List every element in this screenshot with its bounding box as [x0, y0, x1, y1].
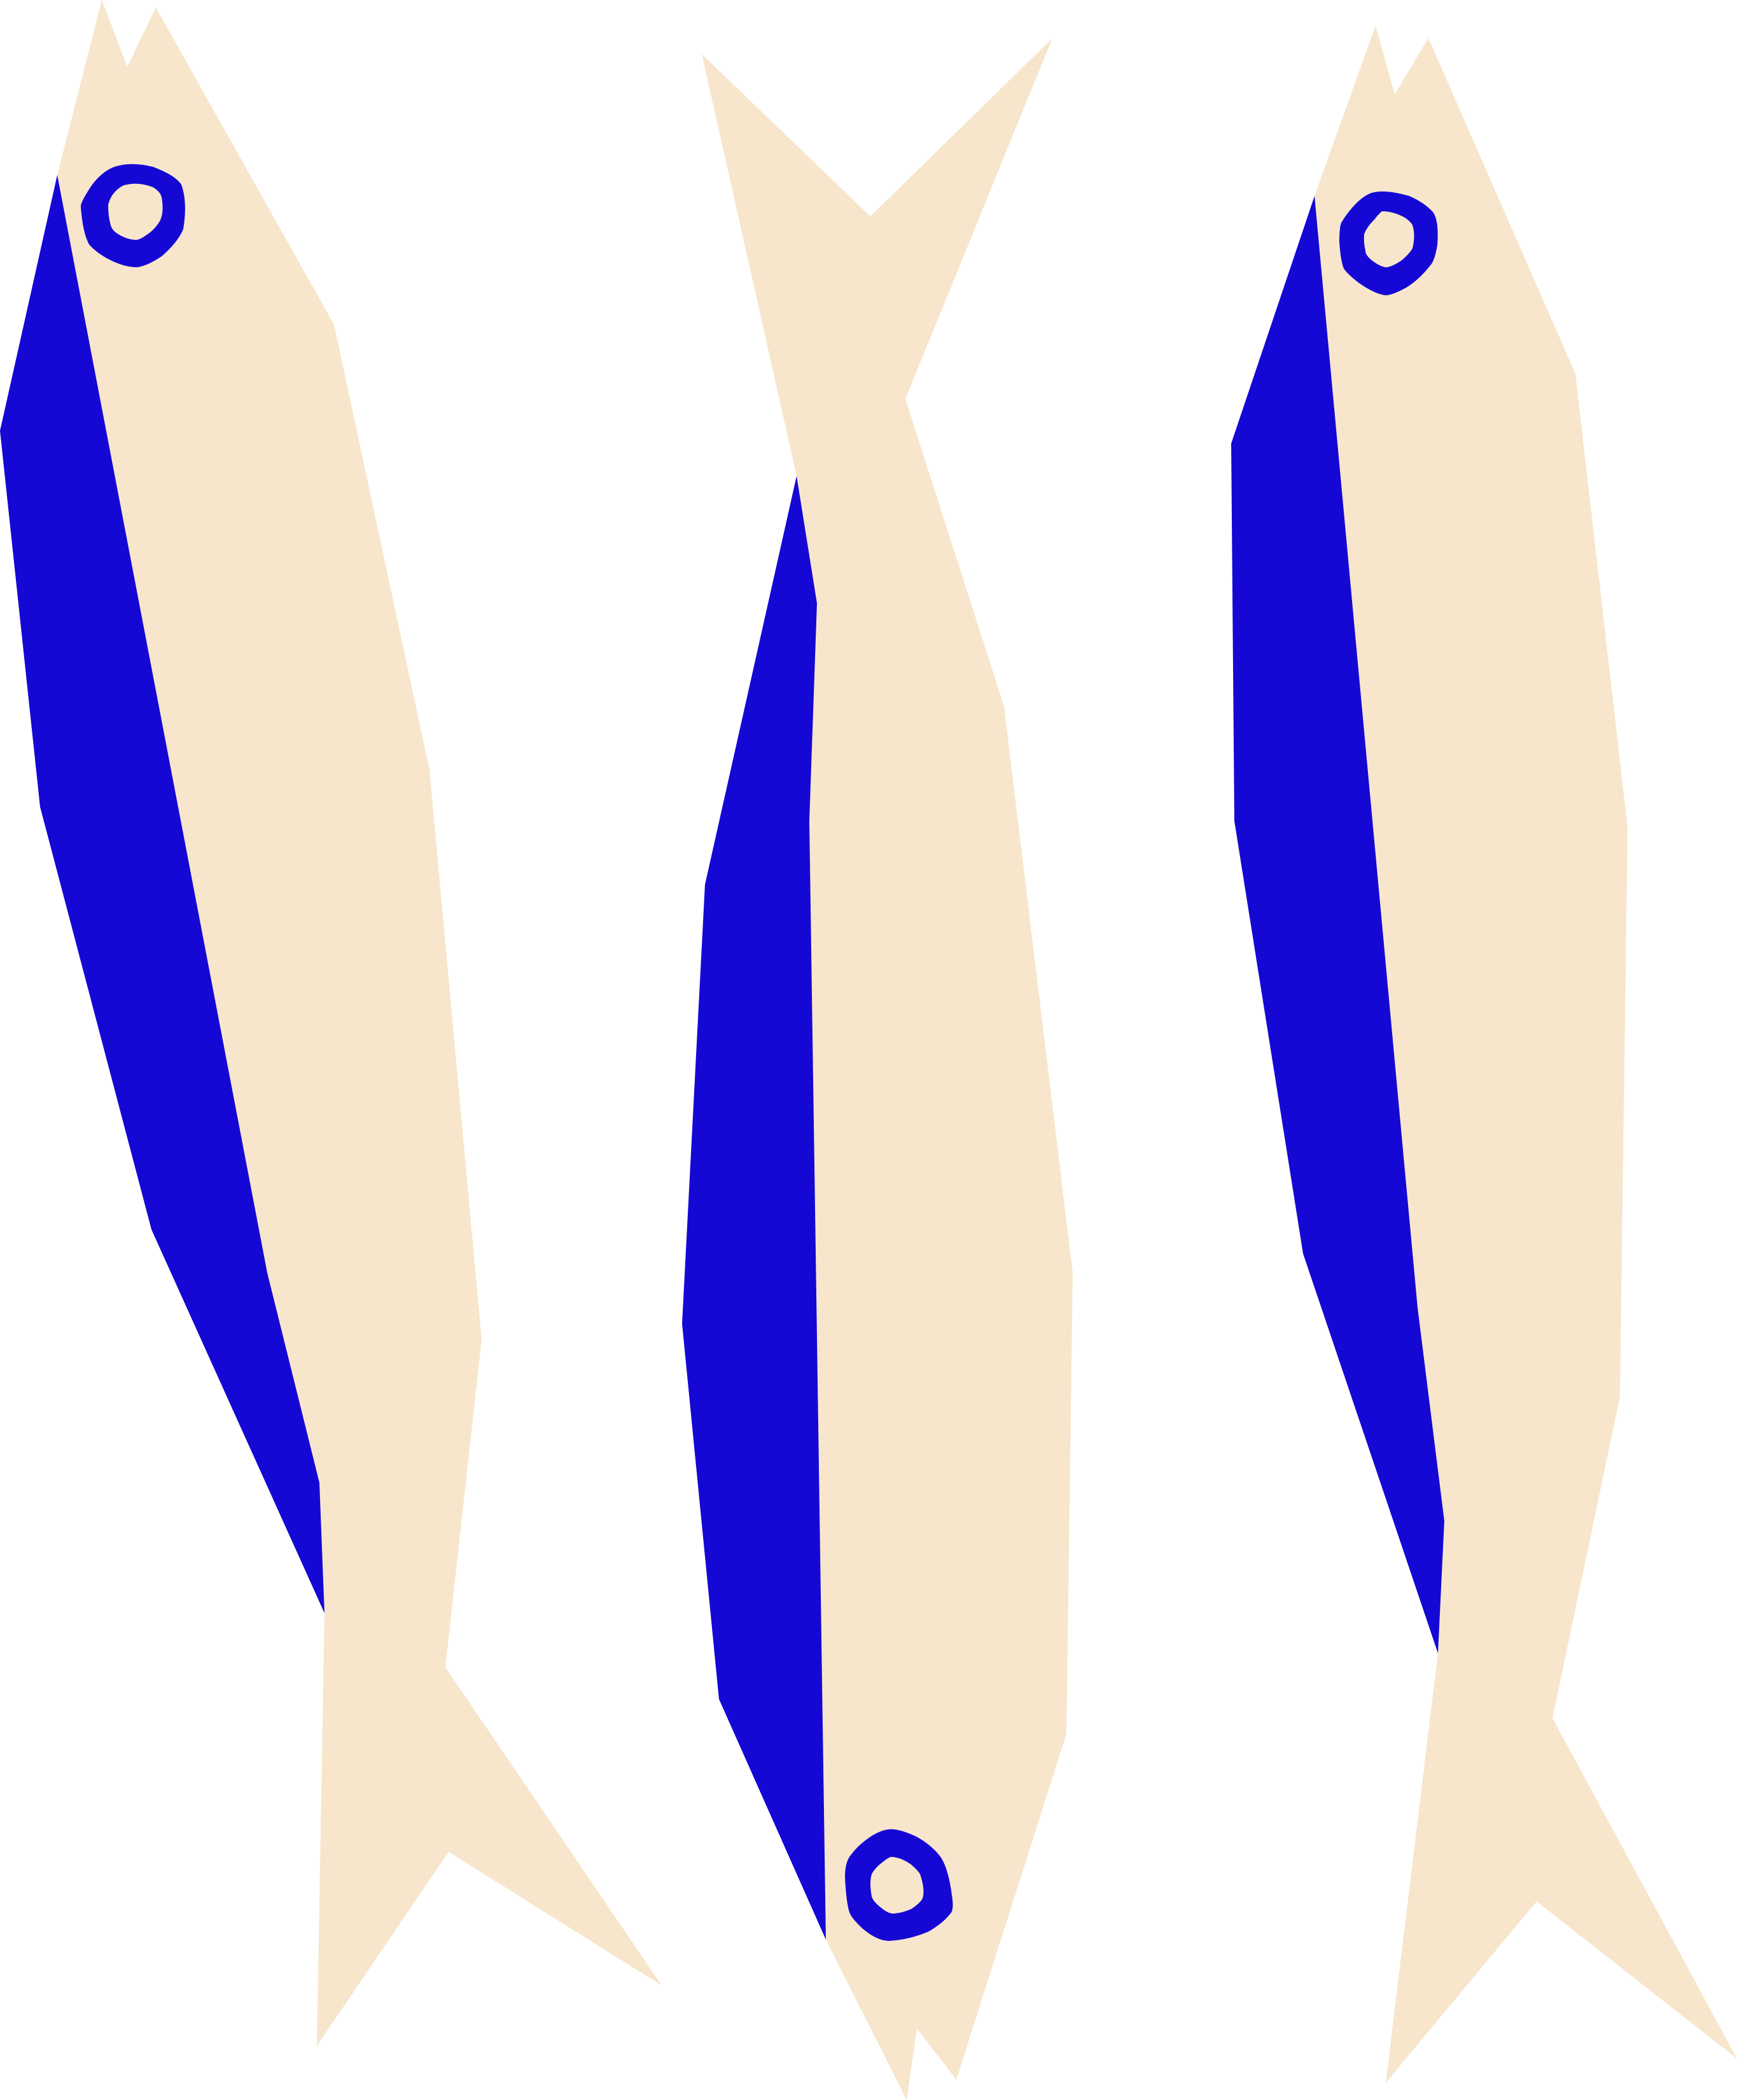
fish-left-body: [57, 0, 662, 2046]
fish-right-eye-center: [1364, 211, 1414, 267]
fish-right-body: [1315, 25, 1737, 2083]
fish-middle-eye-center: [870, 1857, 924, 1914]
fish-middle-body: [702, 38, 1073, 2100]
fish-right-belly: [1231, 196, 1444, 1653]
fish-middle: [682, 38, 1073, 2100]
fish-left-eye-center: [108, 183, 163, 240]
fish-left: [0, 0, 662, 2046]
fish-left-belly: [0, 175, 324, 1613]
fish-right: [1231, 25, 1737, 2083]
fish-middle-belly: [682, 476, 826, 1940]
